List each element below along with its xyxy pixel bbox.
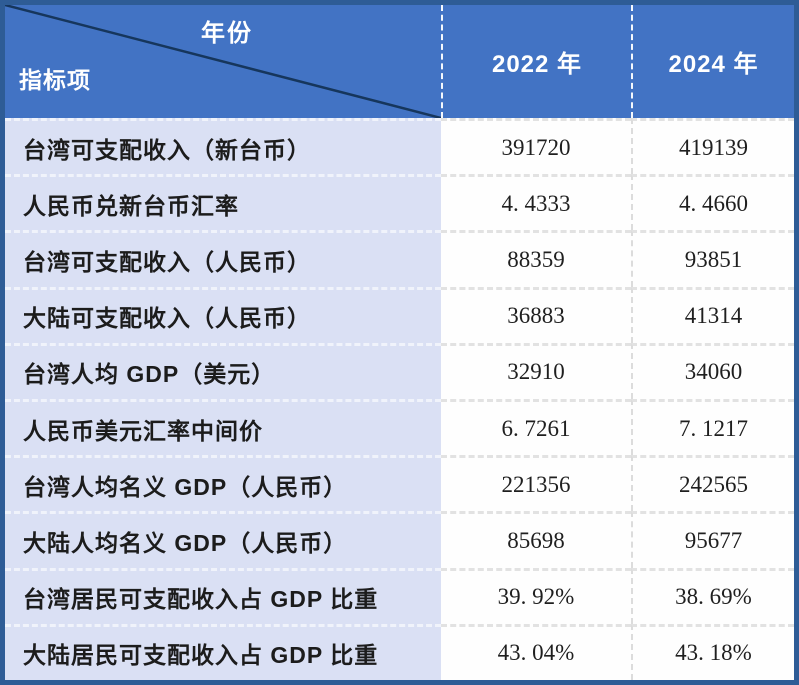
value-2022: 43. 04% — [441, 623, 631, 680]
column-header-2024: 2024 年 — [631, 5, 794, 118]
row-label: 人民币美元汇率中间价 — [5, 399, 441, 456]
value-2024: 242565 — [631, 455, 794, 512]
value-2022: 36883 — [441, 286, 631, 343]
value-2024: 419139 — [631, 118, 794, 175]
value-2024: 95677 — [631, 511, 794, 568]
value-2024: 7. 1217 — [631, 399, 794, 456]
header-corner-cell: 年份 指标项 — [5, 5, 441, 118]
header-indicator-axis-label: 指标项 — [19, 67, 91, 93]
row-label: 大陆人均名义 GDP（人民币） — [5, 511, 441, 568]
value-2022: 32910 — [441, 342, 631, 399]
table-grid: 年份 指标项 2022 年 2024 年 台湾可支配收入（新台币） 391720… — [5, 5, 794, 680]
row-label: 台湾人均名义 GDP（人民币） — [5, 455, 441, 512]
value-2024: 43. 18% — [631, 623, 794, 680]
diagonal-divider-line — [5, 5, 441, 118]
value-2024: 41314 — [631, 286, 794, 343]
row-label: 台湾可支配收入（新台币） — [5, 118, 441, 175]
row-label: 台湾可支配收入（人民币） — [5, 230, 441, 287]
value-2024: 4. 4660 — [631, 174, 794, 231]
value-2024: 34060 — [631, 342, 794, 399]
row-label: 人民币兑新台币汇率 — [5, 174, 441, 231]
value-2022: 39. 92% — [441, 567, 631, 624]
value-2022: 88359 — [441, 230, 631, 287]
row-label: 大陆居民可支配收入占 GDP 比重 — [5, 623, 441, 680]
value-2024: 38. 69% — [631, 567, 794, 624]
value-2022: 221356 — [441, 455, 631, 512]
row-label: 台湾人均 GDP（美元） — [5, 342, 441, 399]
value-2022: 85698 — [441, 511, 631, 568]
value-2022: 391720 — [441, 118, 631, 175]
row-label: 大陆可支配收入（人民币） — [5, 286, 441, 343]
header-year-axis-label: 年份 — [201, 20, 253, 47]
column-header-2022: 2022 年 — [441, 5, 631, 118]
value-2022: 6. 7261 — [441, 399, 631, 456]
value-2022: 4. 4333 — [441, 174, 631, 231]
value-2024: 93851 — [631, 230, 794, 287]
row-label: 台湾居民可支配收入占 GDP 比重 — [5, 567, 441, 624]
